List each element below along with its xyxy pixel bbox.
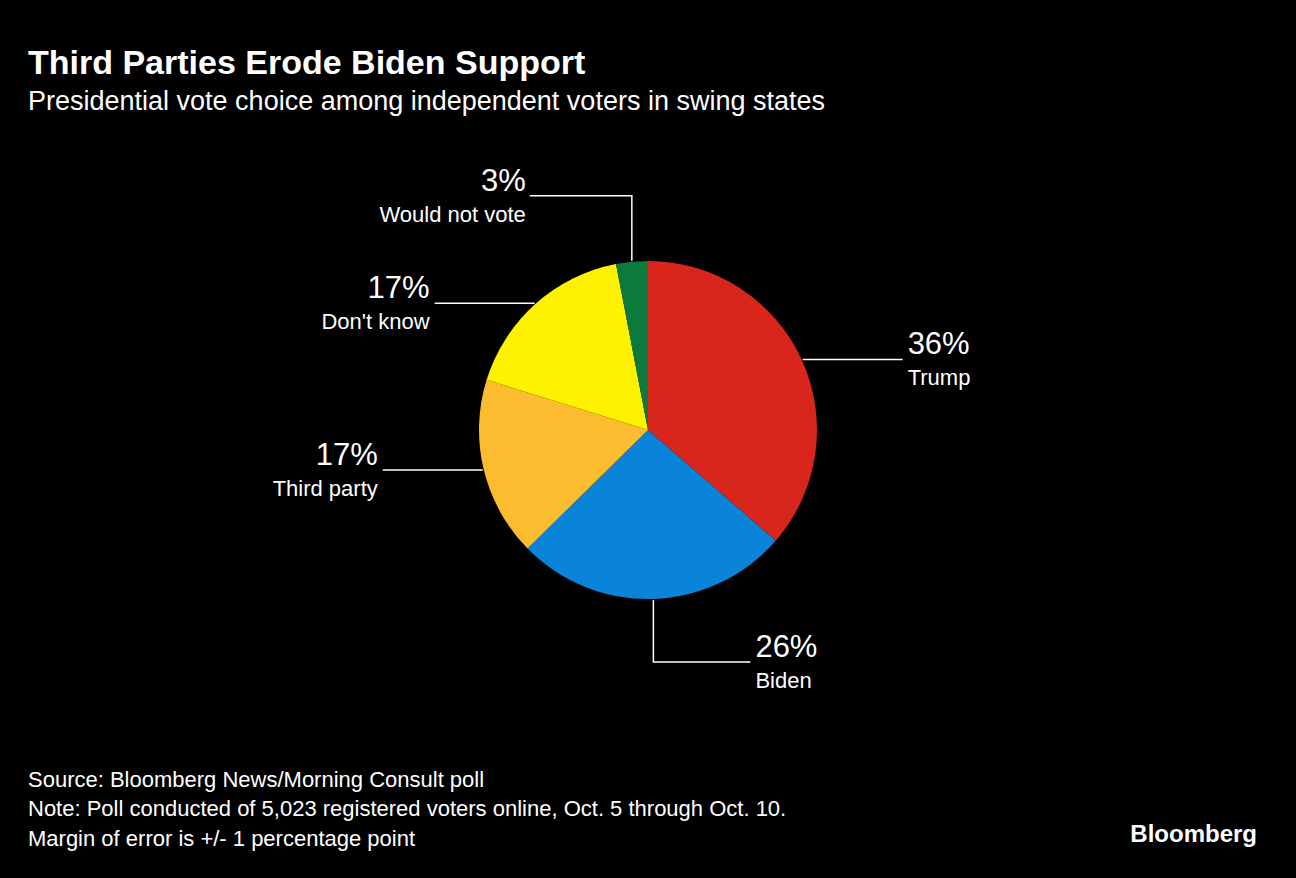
data-label: 3% (481, 163, 526, 198)
note: Note: Poll conducted of 5,023 registered… (28, 796, 786, 821)
subtitle: Presidential vote choice among independe… (28, 86, 825, 116)
pie (479, 261, 817, 599)
slice-label: Biden (755, 668, 811, 693)
data-label: 17% (316, 437, 378, 472)
slice-label: Trump (908, 365, 971, 390)
leader-line (435, 303, 535, 305)
slice-label: Would not vote (379, 202, 525, 227)
slice-label: Don't know (321, 309, 429, 334)
leader-line (803, 359, 903, 361)
leader-line (530, 196, 632, 261)
note: Margin of error is +/- 1 percentage poin… (28, 826, 415, 851)
background (0, 0, 1296, 878)
title: Third Parties Erode Biden Support (28, 43, 585, 81)
data-label: 17% (368, 270, 430, 305)
pie-slice (616, 261, 648, 430)
source: Source: Bloomberg News/Morning Consult p… (28, 767, 484, 792)
slice-label: Third party (273, 476, 378, 501)
chart: Third Parties Erode Biden Support Preside… (0, 0, 1296, 878)
pie-labels: 36% Trump 26% Biden 17% Third party 17% Don't k… (273, 163, 971, 693)
leader-line (653, 600, 750, 662)
data-label: 36% (908, 326, 970, 361)
data-label: 26% (755, 629, 817, 664)
brand: Bloomberg (1130, 820, 1257, 847)
leader-line (383, 469, 483, 471)
